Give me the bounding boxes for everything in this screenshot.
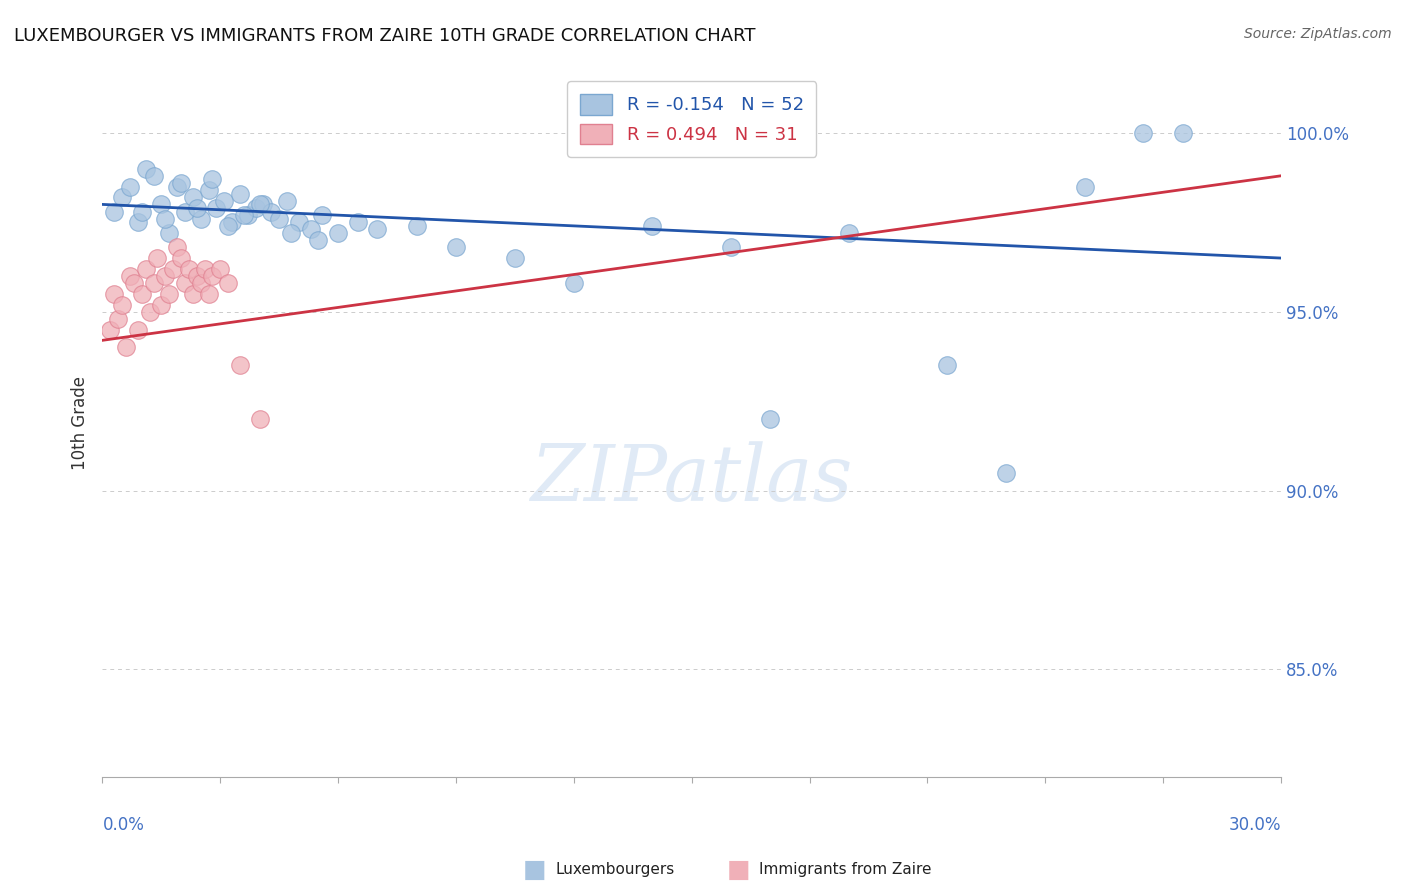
Point: [1171, 126, 1194, 140]
Point: [212, 194, 235, 208]
Point: [759, 412, 782, 426]
Point: [166, 240, 188, 254]
Point: [157, 226, 180, 240]
Point: [111, 297, 134, 311]
Point: [194, 261, 217, 276]
Point: [288, 215, 311, 229]
Point: [115, 341, 138, 355]
Point: [1073, 179, 1095, 194]
Point: [162, 261, 184, 276]
Y-axis label: 10th Grade: 10th Grade: [72, 376, 89, 469]
Point: [838, 226, 860, 240]
Point: [135, 261, 157, 276]
Point: [146, 251, 169, 265]
Point: [201, 172, 224, 186]
Point: [269, 211, 291, 226]
Point: [201, 268, 224, 283]
Point: [155, 268, 177, 283]
Point: [197, 183, 219, 197]
Point: [326, 226, 349, 240]
Point: [217, 219, 239, 233]
Point: [236, 208, 259, 222]
Point: [936, 359, 959, 373]
Point: [308, 233, 330, 247]
Point: [150, 297, 173, 311]
Text: 30.0%: 30.0%: [1229, 815, 1281, 833]
Point: [186, 201, 208, 215]
Point: [197, 286, 219, 301]
Point: [170, 176, 193, 190]
Point: [127, 215, 149, 229]
Legend: R = -0.154   N = 52, R = 0.494   N = 31: R = -0.154 N = 52, R = 0.494 N = 31: [567, 81, 817, 157]
Point: [503, 251, 526, 265]
Point: [157, 286, 180, 301]
Text: ZIPatlas: ZIPatlas: [530, 441, 853, 517]
Point: [142, 169, 165, 183]
Text: ■: ■: [727, 858, 749, 881]
Text: ■: ■: [523, 858, 546, 881]
Text: Source: ZipAtlas.com: Source: ZipAtlas.com: [1244, 27, 1392, 41]
Point: [127, 322, 149, 336]
Point: [1132, 126, 1154, 140]
Point: [135, 161, 157, 176]
Point: [181, 286, 204, 301]
Point: [150, 197, 173, 211]
Point: [229, 359, 252, 373]
Point: [245, 201, 267, 215]
Point: [260, 204, 283, 219]
Point: [444, 240, 467, 254]
Point: [205, 201, 228, 215]
Point: [118, 179, 141, 194]
Point: [249, 412, 271, 426]
Point: [155, 211, 177, 226]
Point: [190, 276, 212, 290]
Point: [98, 322, 121, 336]
Point: [299, 222, 322, 236]
Point: [138, 304, 160, 318]
Point: [209, 261, 232, 276]
Point: [641, 219, 664, 233]
Point: [221, 215, 243, 229]
Point: [190, 211, 212, 226]
Point: [174, 276, 197, 290]
Point: [249, 197, 271, 211]
Point: [562, 276, 585, 290]
Point: [346, 215, 368, 229]
Point: [111, 190, 134, 204]
Text: Immigrants from Zaire: Immigrants from Zaire: [759, 863, 932, 877]
Point: [366, 222, 388, 236]
Point: [217, 276, 239, 290]
Point: [252, 197, 274, 211]
Point: [142, 276, 165, 290]
Point: [276, 194, 298, 208]
Point: [122, 276, 145, 290]
Point: [107, 311, 129, 326]
Text: 0.0%: 0.0%: [103, 815, 145, 833]
Point: [229, 186, 252, 201]
Text: Luxembourgers: Luxembourgers: [555, 863, 675, 877]
Point: [170, 251, 193, 265]
Point: [405, 219, 427, 233]
Point: [280, 226, 302, 240]
Point: [994, 466, 1017, 480]
Point: [311, 208, 333, 222]
Point: [186, 268, 208, 283]
Point: [118, 268, 141, 283]
Point: [181, 190, 204, 204]
Point: [232, 208, 254, 222]
Point: [131, 286, 153, 301]
Point: [166, 179, 188, 194]
Point: [177, 261, 200, 276]
Point: [103, 286, 125, 301]
Text: LUXEMBOURGER VS IMMIGRANTS FROM ZAIRE 10TH GRADE CORRELATION CHART: LUXEMBOURGER VS IMMIGRANTS FROM ZAIRE 10…: [14, 27, 755, 45]
Point: [174, 204, 197, 219]
Point: [131, 204, 153, 219]
Point: [720, 240, 742, 254]
Point: [103, 204, 125, 219]
